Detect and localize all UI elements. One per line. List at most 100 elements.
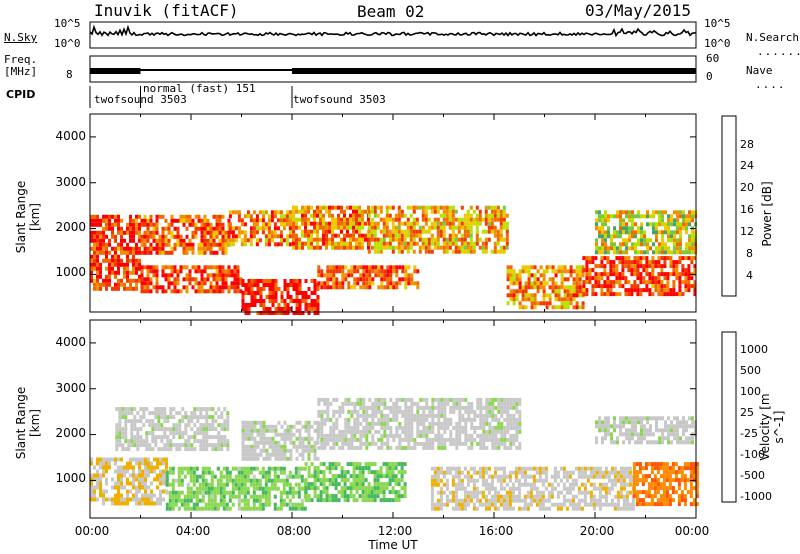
heatmap-cell [502, 502, 506, 507]
heatmap-cell [173, 269, 177, 274]
heatmap-cell [155, 265, 159, 270]
heatmap-cell [371, 433, 375, 438]
heatmap-cell [548, 301, 552, 306]
heatmap-cell [234, 486, 238, 491]
heatmap-cell [120, 477, 123, 482]
heatmap-cell [356, 281, 360, 286]
heatmap-cell [616, 230, 619, 235]
heatmap-cell [527, 293, 531, 298]
heatmap-cell [139, 427, 143, 432]
heatmap-cell [120, 242, 123, 247]
heatmap-cell [244, 424, 248, 429]
heatmap-cell [240, 466, 244, 471]
heatmap-cell [216, 466, 220, 471]
heatmap-cell [544, 474, 548, 479]
heatmap-cell [323, 397, 327, 402]
heatmap-cell [454, 490, 458, 495]
heatmap-cell [394, 482, 398, 487]
heatmap-cell [168, 494, 172, 499]
heatmap-cell [379, 466, 383, 471]
heatmap-cell [301, 448, 305, 453]
heatmap-cell [126, 481, 129, 486]
heatmap-cell [326, 401, 330, 406]
heatmap-cell [603, 292, 607, 297]
heatmap-cell [153, 501, 156, 506]
heatmap-cell [313, 287, 317, 291]
heatmap-cell [449, 417, 453, 422]
heatmap-cell [297, 482, 301, 487]
heatmap-cell [135, 242, 138, 247]
heatmap-cell [298, 237, 301, 242]
heatmap-cell [142, 443, 146, 448]
heatmap-cell [117, 282, 120, 287]
heatmap-cell [255, 214, 259, 219]
heatmap-cell [120, 234, 123, 239]
heatmap-cell [149, 218, 153, 223]
heatmap-cell [383, 421, 387, 426]
heatmap-cell [200, 238, 204, 243]
heatmap-cell [344, 401, 348, 406]
heatmap-cell [141, 477, 144, 482]
heatmap-cell [188, 238, 192, 243]
heatmap-cell [164, 226, 168, 231]
heatmap-cell [277, 444, 281, 449]
heatmap-cell [176, 218, 180, 223]
heatmap-cell [415, 233, 419, 238]
heatmap-cell [463, 217, 467, 222]
heatmap-cell [460, 470, 464, 475]
heatmap-cell [609, 292, 613, 297]
heatmap-cell [442, 474, 446, 479]
heatmap-cell [353, 285, 357, 290]
heatmap-cell [373, 478, 377, 483]
heatmap-cell [616, 494, 620, 499]
heatmap-cell [502, 470, 506, 475]
heatmap-cell [391, 474, 395, 479]
heatmap-cell [691, 246, 694, 251]
heatmap-cell [249, 226, 253, 231]
heatmap-cell [679, 246, 682, 251]
heatmap-cell [604, 222, 607, 227]
heatmap-cell [362, 433, 366, 438]
heatmap-cell [397, 241, 401, 246]
heatmap-cell [451, 490, 455, 495]
heatmap-cell [316, 233, 319, 238]
heatmap-cell [364, 466, 368, 471]
heatmap-cell [532, 498, 536, 503]
heatmap-cell [512, 421, 516, 426]
heatmap-cell [322, 482, 326, 487]
heatmap-cell [503, 425, 507, 430]
heatmap-cell [176, 234, 180, 239]
heatmap-cell [140, 218, 144, 223]
heatmap-cell [418, 245, 422, 250]
heatmap-cell [466, 213, 470, 218]
heatmap-cell [613, 250, 616, 255]
heatmap-cell [356, 437, 360, 442]
heatmap-cell [282, 478, 286, 483]
heatmap-cell [274, 287, 278, 291]
heatmap-cell [280, 436, 284, 441]
heatmap-cell [640, 238, 643, 243]
heatmap-cell [285, 214, 289, 219]
heatmap-cell [161, 234, 165, 239]
heatmap-cell [319, 490, 323, 495]
heatmap-cell [394, 233, 398, 238]
heatmap-cell [630, 260, 634, 265]
heatmap-cell [270, 214, 274, 219]
heatmap-cell [586, 502, 590, 507]
heatmap-cell [395, 273, 399, 278]
heatmap-cell [559, 502, 563, 507]
heatmap-cell [332, 425, 336, 430]
heatmap-cell [195, 474, 199, 479]
heatmap-cell [491, 433, 495, 438]
heatmap-cell [127, 407, 131, 412]
heatmap-cell [185, 265, 189, 270]
heatmap-cell [316, 470, 320, 475]
heatmap-cell [499, 478, 503, 483]
heatmap-cell [197, 242, 201, 247]
heatmap-cell [273, 214, 277, 219]
heatmap-cell [632, 462, 636, 467]
heatmap-cell [409, 205, 413, 210]
heatmap-cell [340, 225, 343, 230]
heatmap-cell [523, 506, 527, 511]
heatmap-cell [452, 397, 456, 402]
